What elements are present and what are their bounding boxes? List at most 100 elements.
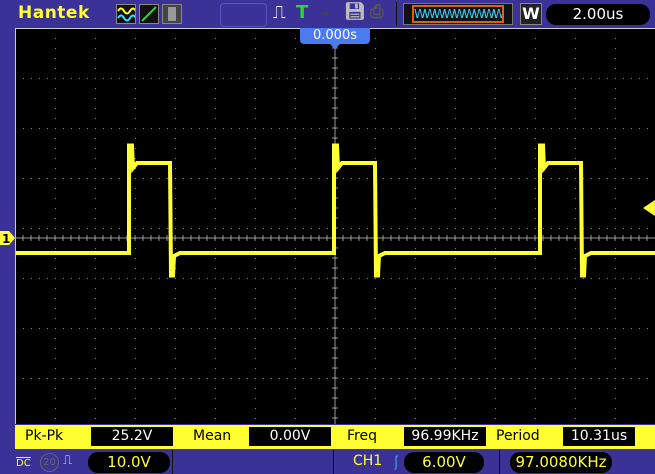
grid-dot bbox=[327, 128, 328, 129]
grid-dot bbox=[295, 78, 296, 79]
grid-dot bbox=[535, 398, 536, 399]
grid-dot bbox=[343, 78, 344, 79]
waveform-overview[interactable]: WWWWWWWWWWWW bbox=[403, 3, 513, 25]
grid-dot bbox=[215, 278, 216, 279]
grid-dot bbox=[455, 198, 456, 199]
grid-dot bbox=[311, 78, 312, 79]
grid-dot bbox=[183, 328, 184, 329]
grid-dot bbox=[135, 108, 136, 109]
grid-dot bbox=[455, 228, 456, 229]
save-icon[interactable]: 💾︎ bbox=[344, 2, 366, 22]
grid-dot bbox=[375, 88, 376, 89]
grid-dot bbox=[575, 318, 576, 319]
grid-dot bbox=[495, 88, 496, 89]
grid-dot bbox=[95, 378, 96, 379]
grid-dot bbox=[55, 118, 56, 119]
grid-dot bbox=[415, 418, 416, 419]
trigger-t-icon[interactable]: T bbox=[296, 2, 309, 23]
coupling-dc[interactable]: DC bbox=[16, 458, 31, 469]
grid-dot bbox=[303, 178, 304, 179]
grid-dot bbox=[575, 378, 576, 379]
grid-dot bbox=[567, 128, 568, 129]
grid-dot bbox=[215, 198, 216, 199]
grid-dot bbox=[55, 358, 56, 359]
meas-value-mean: 0.00V bbox=[249, 427, 331, 446]
invert-icon[interactable]: ⎍ bbox=[63, 453, 73, 468]
ch1-scale[interactable]: 10.0V bbox=[88, 452, 170, 473]
grid-dot bbox=[223, 78, 224, 79]
trigger-source[interactable]: CH1 bbox=[353, 453, 383, 469]
grid-dot bbox=[71, 278, 72, 279]
grid-dot bbox=[63, 128, 64, 129]
grid-dot bbox=[271, 228, 272, 229]
grid-dot bbox=[111, 78, 112, 79]
timebase-readout[interactable]: 2.00us bbox=[546, 4, 650, 25]
grid-dot bbox=[495, 378, 496, 379]
grid-dot bbox=[175, 138, 176, 139]
grid-dot bbox=[567, 278, 568, 279]
grid-dot bbox=[223, 328, 224, 329]
trigger-position-marker[interactable]: 0.000s bbox=[300, 28, 370, 49]
grid-dot bbox=[39, 328, 40, 329]
grid-dot bbox=[495, 328, 496, 329]
grid-dot bbox=[255, 208, 256, 209]
dual-wave-icon[interactable] bbox=[116, 4, 137, 24]
grid-dot bbox=[535, 328, 536, 329]
grid-dot bbox=[615, 88, 616, 89]
grid-dot bbox=[519, 228, 520, 229]
grid-dot bbox=[135, 318, 136, 319]
grid-dot bbox=[575, 98, 576, 99]
grid-dot bbox=[567, 378, 568, 379]
grid-dot bbox=[567, 178, 568, 179]
grid-dot bbox=[175, 268, 176, 269]
key-icon[interactable]: ⊸ bbox=[318, 6, 330, 22]
grid-dot bbox=[407, 178, 408, 179]
rising-edge-icon[interactable]: ⎰ bbox=[389, 456, 403, 472]
line-icon[interactable] bbox=[139, 4, 159, 24]
grid-dot bbox=[23, 78, 24, 79]
grid-dot bbox=[135, 98, 136, 99]
grid-dot bbox=[383, 278, 384, 279]
grid-dot bbox=[631, 328, 632, 329]
status-bar: DC 20 ⎍ 10.0V CH1 ⎰ 6.00V 97.0080KHz bbox=[0, 450, 655, 474]
grid-dot bbox=[279, 228, 280, 229]
grid-dot bbox=[295, 308, 296, 309]
grid-dot bbox=[175, 98, 176, 99]
grid-dot bbox=[287, 328, 288, 329]
grid-dot bbox=[287, 178, 288, 179]
grid-dot bbox=[95, 358, 96, 359]
grid-dot bbox=[447, 328, 448, 329]
view-window[interactable]: WWWWWWWWWWWW bbox=[412, 5, 504, 23]
grid-dot bbox=[135, 268, 136, 269]
grid-dot bbox=[423, 378, 424, 379]
bw-limit-icon[interactable]: 20 bbox=[40, 453, 59, 472]
meas-label-freq: Freq bbox=[347, 428, 377, 444]
grid-dot bbox=[295, 298, 296, 299]
grid-dot bbox=[295, 98, 296, 99]
grid-dot bbox=[287, 128, 288, 129]
persistence-icon[interactable] bbox=[162, 4, 182, 24]
grid-dot bbox=[175, 278, 176, 279]
grid-dot bbox=[119, 78, 120, 79]
grid-dot bbox=[55, 148, 56, 149]
grid-dot bbox=[471, 228, 472, 229]
grid-dot bbox=[295, 368, 296, 369]
grid-dot bbox=[535, 88, 536, 89]
window-button[interactable]: W bbox=[520, 3, 542, 25]
grid-dot bbox=[495, 348, 496, 349]
pulse-icon[interactable]: ⎍ bbox=[273, 2, 286, 23]
grid-dot bbox=[231, 328, 232, 329]
print-icon[interactable]: ⎙ bbox=[370, 2, 384, 22]
grid-dot bbox=[295, 288, 296, 289]
grid-dot bbox=[631, 78, 632, 79]
grid-dot bbox=[631, 178, 632, 179]
grid-dot bbox=[215, 258, 216, 259]
grid-dot bbox=[535, 348, 536, 349]
trigger-level[interactable]: 6.00V bbox=[404, 452, 484, 473]
grid-dot bbox=[511, 278, 512, 279]
grid-dot bbox=[135, 338, 136, 339]
grid-dot bbox=[415, 148, 416, 149]
grid-dot bbox=[535, 148, 536, 149]
grid-dot bbox=[135, 78, 136, 79]
grid-dot bbox=[111, 278, 112, 279]
